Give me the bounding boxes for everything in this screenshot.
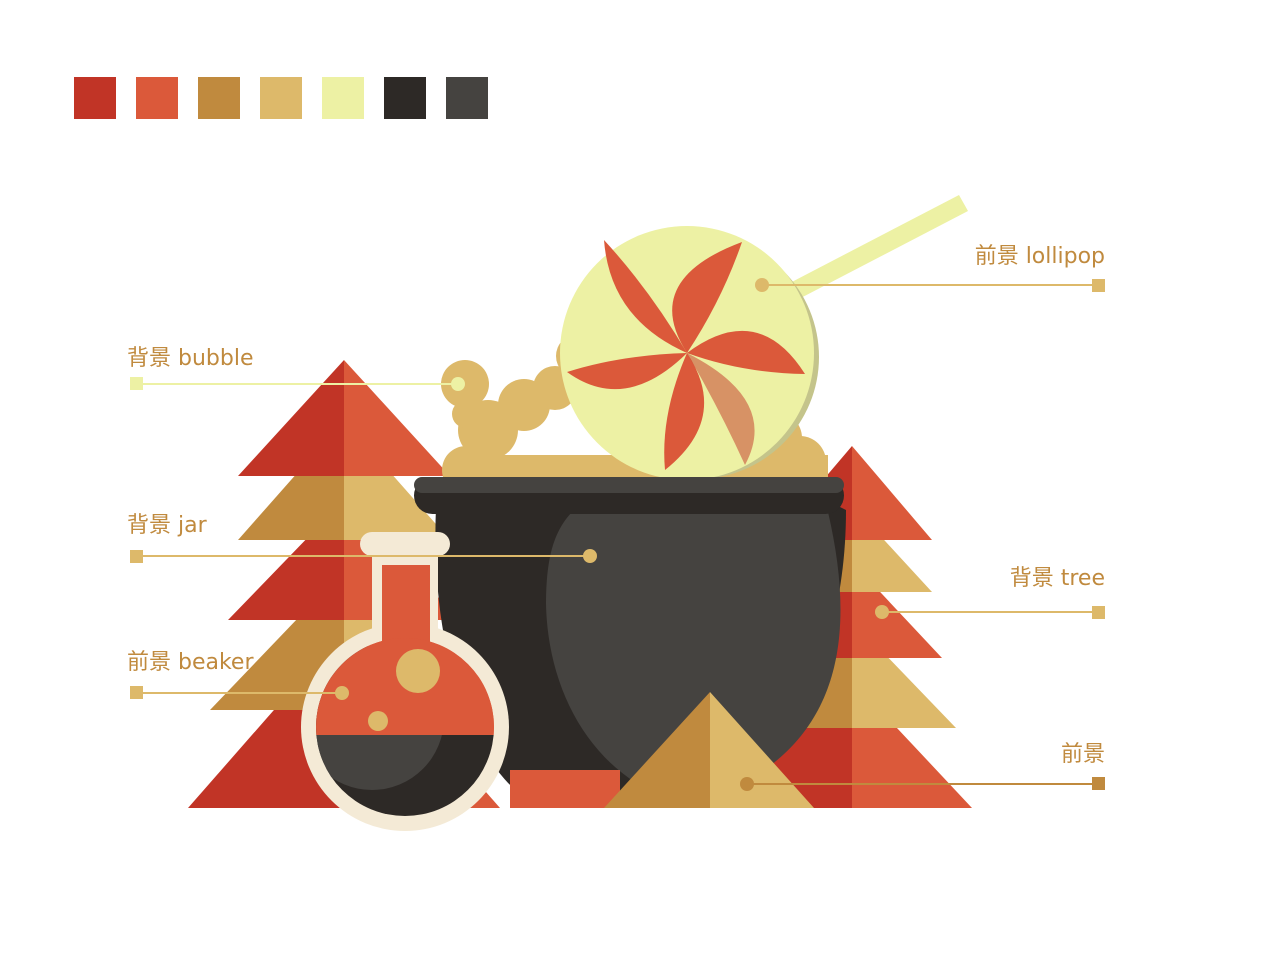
lollipop-swirl-4 <box>567 353 687 390</box>
lollipop-leader-square <box>1092 279 1105 292</box>
tree-leader-square <box>1092 606 1105 619</box>
lollipop-swirl-2 <box>687 330 805 374</box>
pyramid-left-face <box>604 692 710 808</box>
palette-swatch-red <box>74 77 116 119</box>
palette-swatch-bronze <box>198 77 240 119</box>
bubble-label: 背景 bubble <box>127 346 254 371</box>
tree-label: 背景 tree <box>1009 566 1105 591</box>
beaker-bubble-small <box>368 711 388 731</box>
jar-label: 背景 jar <box>127 513 207 538</box>
jar-leader-square <box>130 550 143 563</box>
lollipop <box>560 195 968 480</box>
foreground-leader-dot <box>740 777 754 791</box>
right-tree-tier-1-right <box>852 446 932 540</box>
cauldron-body-highlight <box>546 512 841 805</box>
lollipop-swirl-1 <box>672 242 742 353</box>
palette-swatch-charcoal <box>446 77 488 119</box>
lollipop-swirl-5 <box>604 240 687 353</box>
pyramid <box>604 692 814 808</box>
bubble-leader-square <box>130 377 143 390</box>
foreground-label: 前景 <box>1060 742 1105 767</box>
palette-swatch-pale-yellow <box>322 77 364 119</box>
lollipop-swirl-3 <box>664 353 705 470</box>
left-tree-tier-1-right <box>344 360 450 476</box>
foreground-leader-square <box>1092 777 1105 790</box>
lollipop-leader-dot <box>755 278 769 292</box>
lollipop-swirl-6 <box>687 353 755 465</box>
tree-leader-dot <box>875 605 889 619</box>
beaker <box>301 532 509 831</box>
palette-swatch-orange-red <box>136 77 178 119</box>
beaker-cap <box>360 532 450 556</box>
palette-swatch-near-black <box>384 77 426 119</box>
lollipop-swirl <box>567 240 805 470</box>
beaker-label: 前景 beaker <box>127 650 254 675</box>
annotation-lines <box>130 278 1105 791</box>
beaker-leader-square <box>130 686 143 699</box>
cauldron-base-fire <box>510 770 620 808</box>
beaker-bubble-large <box>396 649 440 693</box>
cauldron-rim-highlight <box>414 477 844 493</box>
beaker-leader-dot <box>335 686 349 700</box>
jar-leader-dot <box>583 549 597 563</box>
pyramid-right-face <box>710 692 814 808</box>
floating-bubble-small <box>452 400 480 428</box>
left-tree-tier-1-left <box>238 360 344 476</box>
bubble-leader-dot <box>451 377 465 391</box>
color-palette <box>74 77 488 119</box>
lollipop-label: 前景 lollipop <box>974 244 1105 269</box>
palette-swatch-sand <box>260 77 302 119</box>
